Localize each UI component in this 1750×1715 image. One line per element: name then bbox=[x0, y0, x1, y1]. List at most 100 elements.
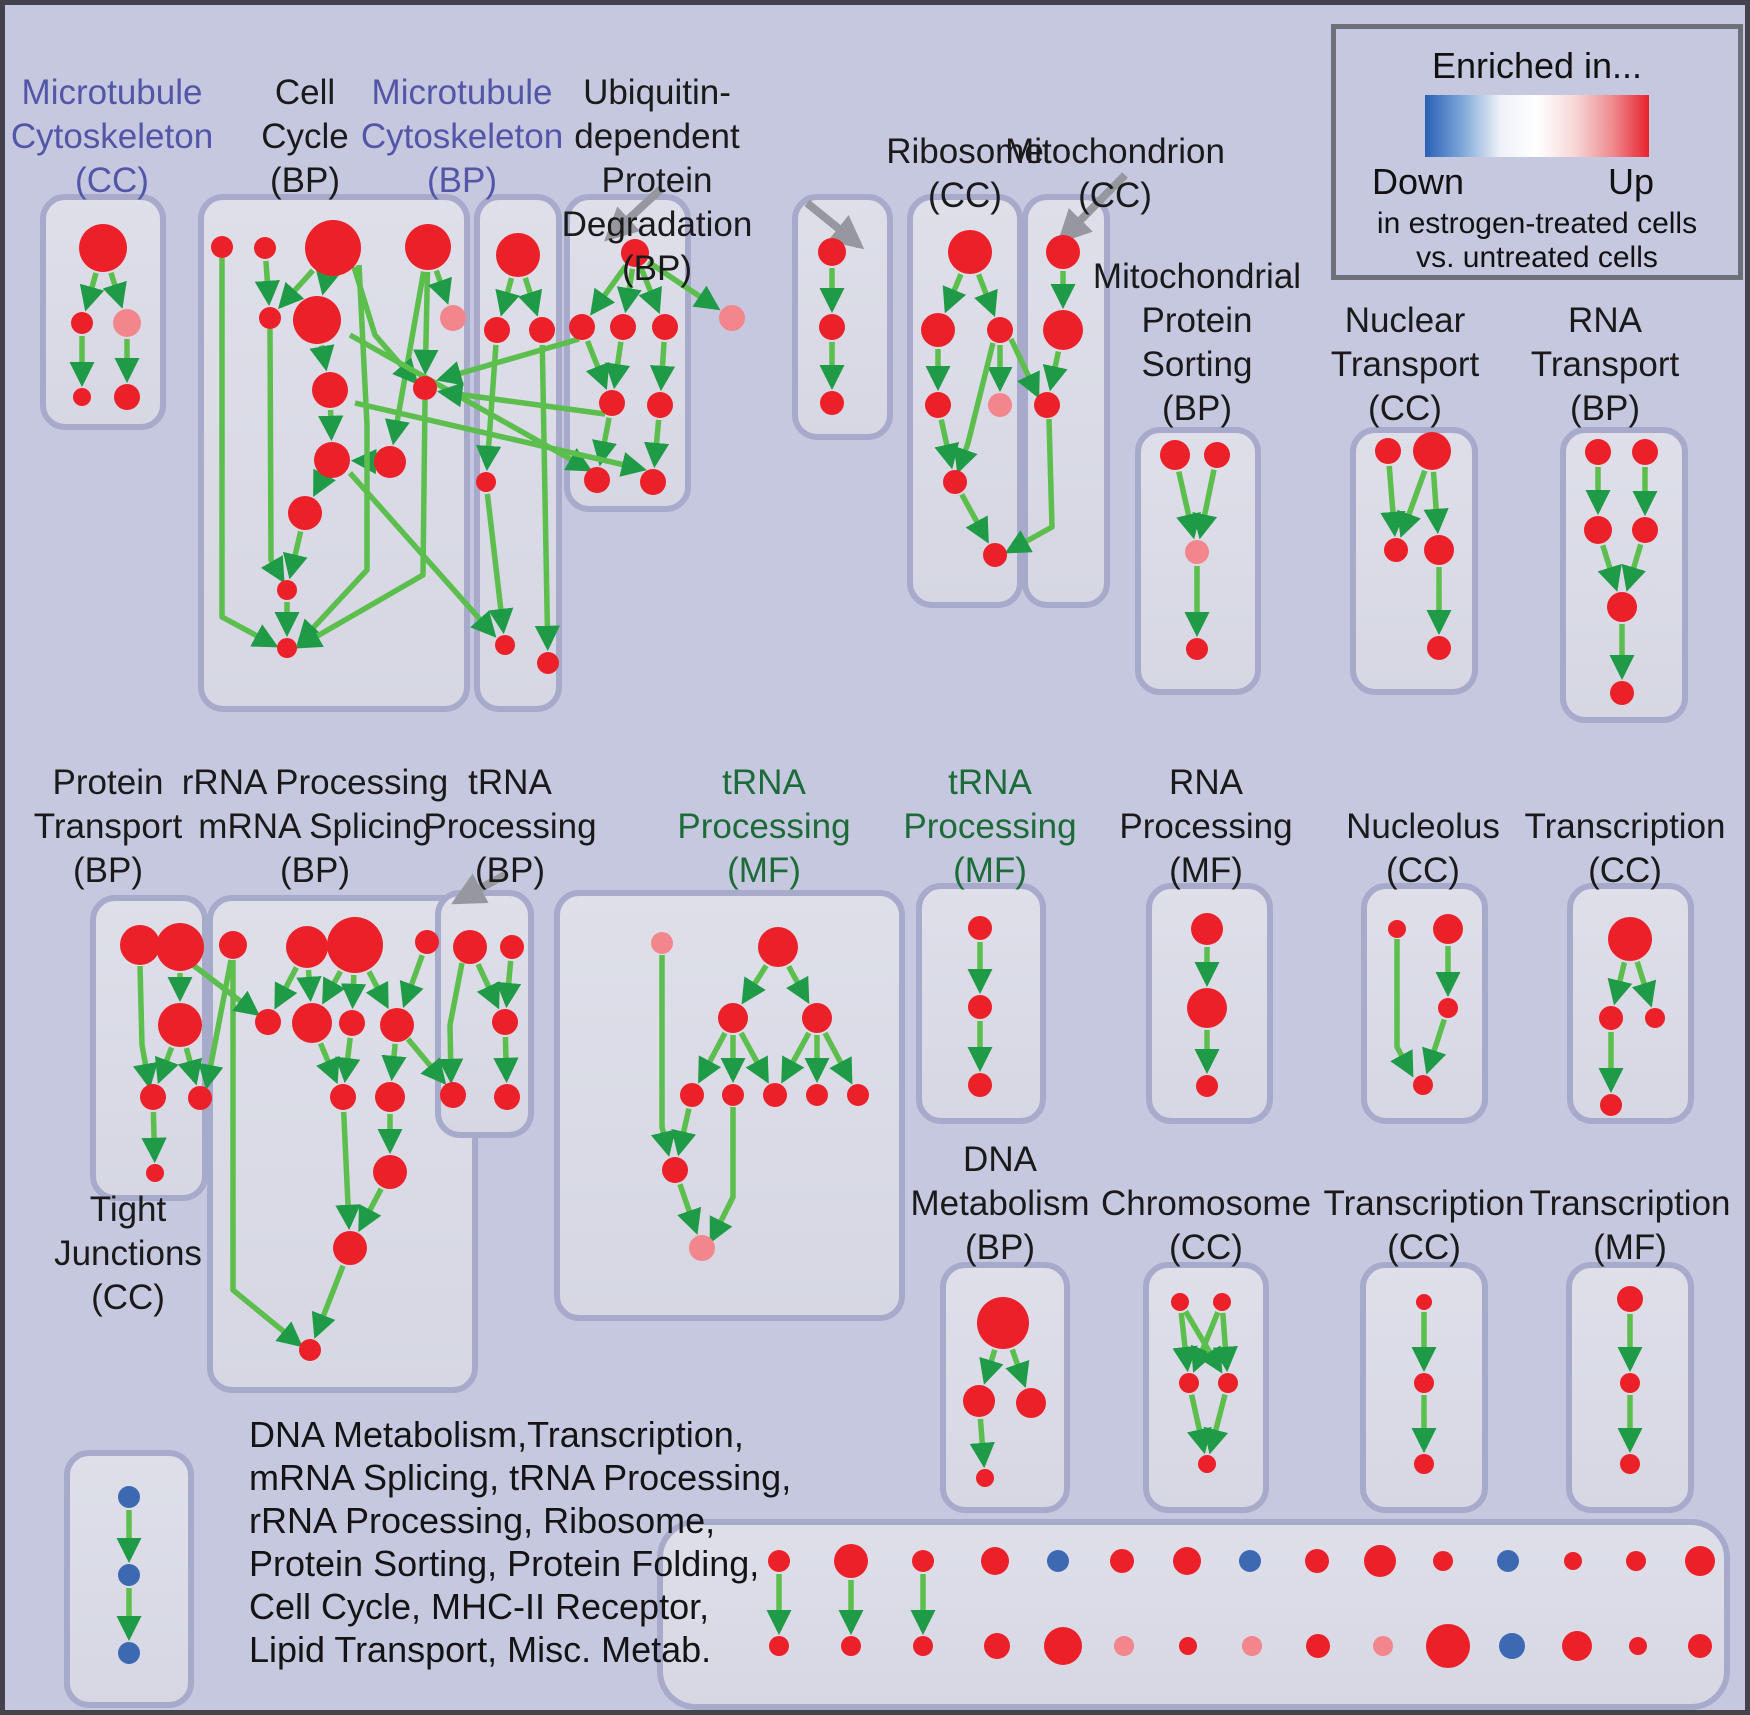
edge bbox=[309, 344, 335, 372]
group-label-line: Mitochondrial bbox=[1092, 257, 1302, 296]
group-label-chromosome-cc: Chromosome (CC) bbox=[1101, 1182, 1311, 1270]
group-box-ubiquitin-degradation-2 bbox=[792, 194, 893, 440]
edge bbox=[1192, 469, 1218, 540]
go-term-node bbox=[1179, 1637, 1197, 1655]
edge bbox=[154, 1046, 179, 1084]
go-term-node bbox=[819, 314, 845, 340]
go-term-node bbox=[1034, 392, 1060, 418]
group-label-line: Transport bbox=[1530, 345, 1680, 384]
go-term-node bbox=[1600, 1094, 1622, 1116]
edge bbox=[1183, 1310, 1223, 1374]
go-term-node bbox=[1186, 638, 1208, 660]
go-term-node bbox=[71, 312, 93, 334]
go-term-node bbox=[1564, 1552, 1582, 1570]
go-term-node bbox=[1416, 1294, 1432, 1310]
edge bbox=[277, 268, 315, 310]
edge bbox=[451, 871, 507, 905]
go-term-node bbox=[219, 931, 247, 959]
go-term-node bbox=[689, 1235, 715, 1261]
edge bbox=[616, 268, 642, 314]
edge bbox=[592, 417, 617, 467]
go-term-node bbox=[330, 1084, 356, 1110]
go-term-node bbox=[768, 1550, 790, 1572]
edge bbox=[781, 1031, 812, 1084]
group-label-microtubule-cytoskeleton-bp: Microtubule Cytoskeleton (BP) bbox=[361, 71, 563, 203]
go-term-node bbox=[1620, 1454, 1640, 1474]
edge bbox=[942, 273, 967, 314]
edge bbox=[534, 344, 560, 652]
go-term-node bbox=[286, 926, 328, 968]
go-term-node bbox=[1110, 1549, 1134, 1573]
edge bbox=[1380, 465, 1406, 538]
merged-clusters-text-line: Lipid Transport, Misc. Metab. bbox=[249, 1629, 712, 1670]
go-term-node bbox=[1599, 1006, 1623, 1030]
go-term-node bbox=[1645, 1008, 1665, 1028]
edge bbox=[312, 468, 336, 498]
group-label-line: tRNA bbox=[722, 763, 806, 802]
legend-up-label: Up bbox=[1607, 161, 1654, 202]
edge bbox=[1187, 1394, 1212, 1455]
group-label-line: tRNA bbox=[468, 763, 552, 802]
go-term-node bbox=[1046, 235, 1080, 269]
go-term-node bbox=[1173, 1547, 1201, 1575]
go-term-node bbox=[599, 390, 625, 416]
go-term-node bbox=[1562, 1631, 1592, 1661]
go-term-node bbox=[1608, 917, 1652, 961]
edge bbox=[590, 264, 628, 316]
group-label-line: Mitochondrion bbox=[1005, 132, 1225, 171]
group-label-line: Tight bbox=[89, 1190, 167, 1229]
go-term-node bbox=[983, 543, 1007, 567]
group-label-line: RNA bbox=[1169, 763, 1243, 802]
group-box-mitochondrion-cc bbox=[1022, 194, 1110, 608]
edge bbox=[436, 382, 606, 417]
go-term-node bbox=[1414, 1454, 1434, 1474]
edge bbox=[584, 339, 610, 391]
group-label-microtubule-cytoskeleton-cc: Microtubule Cytoskeleton (CC) bbox=[11, 71, 213, 203]
go-term-node bbox=[1016, 1388, 1046, 1418]
go-term-node bbox=[120, 925, 160, 965]
edge bbox=[804, 199, 865, 250]
edge bbox=[1607, 961, 1633, 1006]
group-label-line: Transport bbox=[1330, 345, 1480, 384]
edge bbox=[677, 1183, 702, 1235]
go-term-node bbox=[373, 1155, 407, 1189]
edge bbox=[311, 1264, 346, 1339]
go-term-node bbox=[1414, 1373, 1434, 1393]
edge bbox=[354, 400, 647, 477]
go-term-node bbox=[841, 1636, 861, 1656]
group-label-line: (BP) bbox=[426, 161, 497, 200]
group-label-dna-metabolism-bp: DNA Metabolism (BP) bbox=[911, 1138, 1090, 1270]
go-term-node bbox=[1426, 1624, 1470, 1668]
group-label-line: (CC) bbox=[1169, 1228, 1243, 1267]
go-term-node bbox=[584, 467, 610, 493]
go-term-node bbox=[984, 1633, 1010, 1659]
go-term-node bbox=[492, 1009, 518, 1035]
group-label-line: tRNA bbox=[948, 763, 1032, 802]
edge bbox=[1422, 1018, 1447, 1075]
group-label-rna-processing-mf: RNA Processing (MF) bbox=[1119, 761, 1292, 893]
group-label-line: (BP) bbox=[1569, 389, 1640, 428]
group-label-line: Sorting bbox=[1141, 345, 1253, 384]
go-term-node bbox=[1433, 1551, 1453, 1571]
edge bbox=[399, 954, 425, 1009]
group-label-mitochondrion-cc: Mitochondrion (CC) bbox=[1005, 130, 1225, 218]
go-term-node bbox=[1364, 1545, 1396, 1577]
go-term-node bbox=[118, 1564, 140, 1586]
go-term-node bbox=[500, 935, 524, 959]
go-term-node bbox=[156, 923, 204, 971]
go-term-node bbox=[610, 314, 636, 340]
go-term-node bbox=[1413, 432, 1451, 470]
edge bbox=[969, 1418, 995, 1469]
network-svg bbox=[40, 172, 1730, 1710]
go-term-node bbox=[968, 995, 992, 1019]
edge bbox=[295, 399, 428, 649]
go-term-node bbox=[440, 305, 466, 331]
edge bbox=[347, 471, 497, 638]
group-label-transcription-cc-bottom: Transcription (CC) bbox=[1324, 1182, 1525, 1270]
group-box-protein-transport bbox=[90, 895, 208, 1201]
edge bbox=[974, 273, 998, 317]
go-term-node bbox=[1242, 1636, 1262, 1656]
group-label-ribosome-cc: Ribosome (CC) bbox=[886, 130, 1044, 218]
go-term-node bbox=[1306, 1634, 1330, 1658]
go-term-node bbox=[118, 1486, 140, 1508]
